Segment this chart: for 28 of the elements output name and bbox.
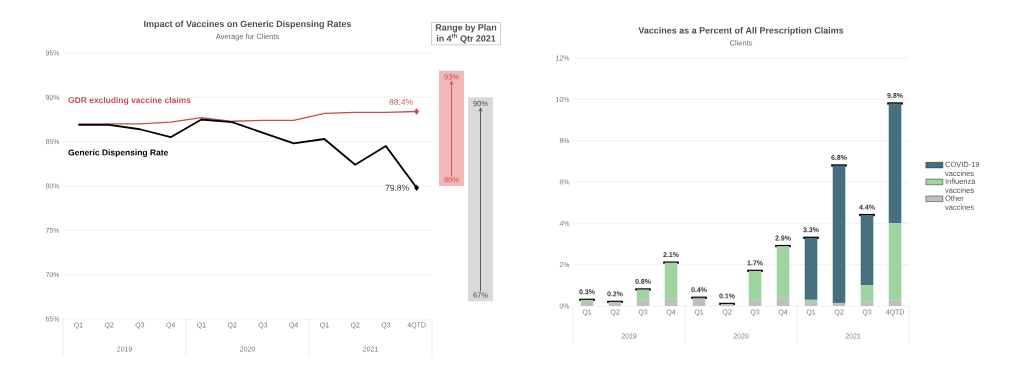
- series-label: GDR excluding vaccine claims: [68, 96, 191, 105]
- bar: [888, 223, 902, 300]
- bar: [804, 237, 818, 300]
- bar: [860, 285, 874, 302]
- bar: [832, 302, 846, 306]
- bar: [748, 299, 762, 306]
- series-label: Generic Dispensing Rate: [68, 149, 169, 158]
- bar: [860, 301, 874, 306]
- bar: [580, 301, 594, 306]
- chart-title: Range by Plan in 4$^{th}$ Qtr 2021: [435, 24, 497, 44]
- annotation: 88.4%: [389, 99, 413, 105]
- bar: [888, 299, 902, 306]
- bar: [832, 165, 846, 303]
- bar: [692, 298, 706, 306]
- bar: [748, 270, 762, 300]
- bar: [776, 246, 790, 298]
- annotation: 79.8%: [385, 184, 409, 191]
- bar: [664, 262, 678, 299]
- bar: [860, 215, 874, 286]
- bar: [804, 299, 818, 302]
- bar: [636, 289, 650, 300]
- bar: [664, 298, 678, 306]
- bar: [888, 103, 902, 224]
- bar: [804, 301, 818, 306]
- bar: [636, 299, 650, 306]
- chart-title: Vaccines as a Percent of All Prescription Claims: [638, 26, 844, 36]
- bar: [776, 297, 790, 306]
- chart-title: Impact of Vaccines on Generic Dispensing Rates: [144, 20, 352, 29]
